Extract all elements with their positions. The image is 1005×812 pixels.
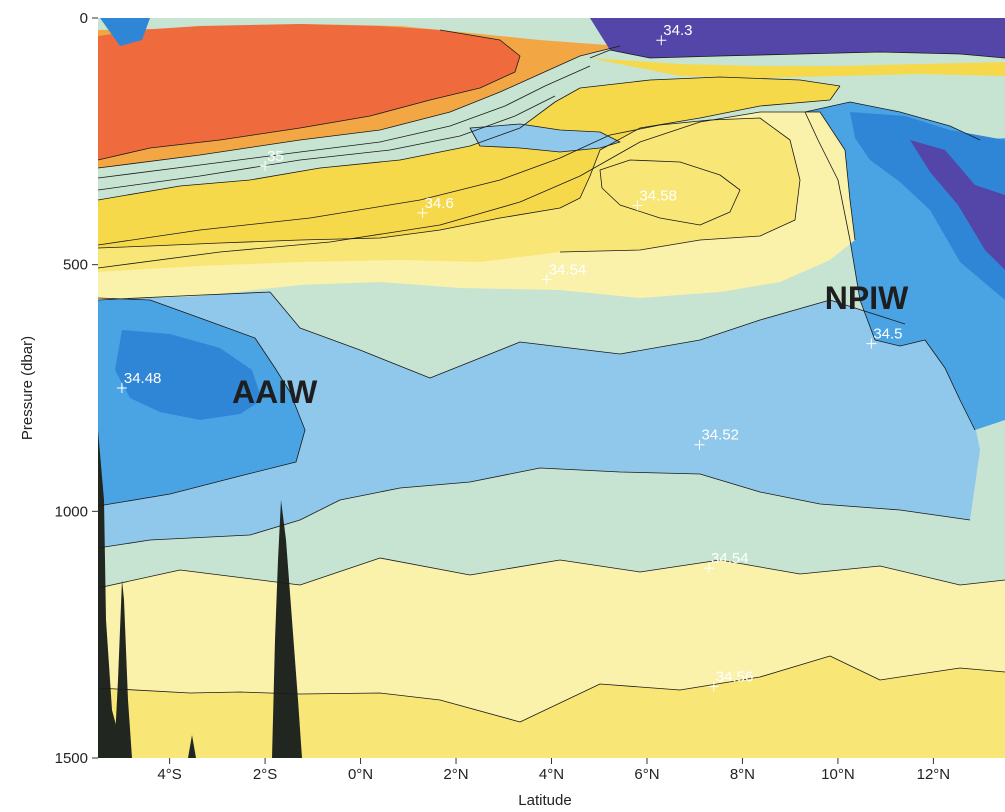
contour-line — [98, 45, 621, 169]
contour-line — [98, 291, 906, 379]
salinity-region-35 — [98, 24, 520, 160]
contour-label-marker — [417, 207, 428, 218]
x-tick-label: 2°S — [253, 766, 277, 783]
contour-label-marker — [260, 161, 271, 171]
salinity-region-34-52 — [98, 292, 980, 548]
contour-label-marker — [632, 200, 643, 211]
water-mass-annotations: AAIW NPIW — [232, 280, 909, 410]
contour-line — [589, 49, 1005, 59]
contour-line — [98, 117, 801, 253]
seamount-shape — [114, 580, 132, 758]
contour-value-label: 34.56 — [716, 668, 754, 685]
contour-line — [98, 65, 591, 179]
salinity-region-34-52 — [470, 124, 620, 152]
contour-line — [98, 76, 841, 201]
contour-label-marker — [116, 383, 127, 393]
salinity-region-34-6 — [98, 77, 840, 248]
contour-value-label: 34.52 — [701, 427, 739, 444]
contour-value-label: 34.54 — [711, 550, 749, 567]
salinity-region-34-48 — [115, 330, 262, 420]
x-tick-label: 0°N — [348, 766, 373, 783]
contour-value-label: 34.5 — [873, 326, 902, 343]
contour-line — [98, 655, 1005, 723]
y-tick-label: 0 — [80, 10, 88, 27]
y-axis: Pressure (dbar) 0 500 1000 1500 — [19, 10, 98, 767]
salinity-region-34-6 — [590, 58, 1005, 78]
contour-value-label: 35 — [267, 148, 284, 165]
contour-value-label: 34.58 — [639, 187, 677, 204]
x-tick-label: 4°S — [157, 766, 181, 783]
contour-line — [98, 467, 971, 549]
x-tick-label: 8°N — [730, 766, 755, 783]
y-tick-label: 500 — [63, 257, 88, 274]
contour-value-label: 34.3 — [663, 22, 692, 39]
contour-value-labels: 34.3 35 34.6 34.58 34.54 34.5 34.48 34.52 34.54 3… — [116, 22, 903, 692]
salinity-region-34-3 — [910, 140, 1005, 270]
seamount-shape — [98, 430, 120, 758]
x-tick-label: 6°N — [634, 766, 659, 783]
contour-label-marker — [656, 35, 667, 46]
contour-label-marker — [708, 681, 719, 692]
contour-line — [98, 29, 521, 161]
contour-line — [804, 111, 976, 431]
contour-line — [98, 95, 556, 191]
x-tick-label: 12°N — [917, 766, 951, 783]
y-tick-label: 1000 — [55, 503, 88, 520]
contour-line — [804, 101, 981, 141]
water-mass-label-npiw: NPIW — [825, 280, 909, 316]
salinity-fields — [98, 18, 1005, 758]
contour-line — [98, 297, 306, 507]
contour-label-marker — [541, 274, 552, 285]
salinity-region-34-48 — [100, 18, 150, 46]
x-axis-label: Latitude — [518, 792, 571, 809]
contour-label-marker — [704, 563, 715, 574]
water-mass-label-aaiw: AAIW — [232, 374, 318, 410]
y-axis-label: Pressure (dbar) — [19, 336, 36, 440]
contour-line — [98, 111, 856, 269]
contour-line — [98, 557, 1005, 589]
y-tick-label: 1500 — [55, 750, 88, 767]
salinity-region-34-48 — [850, 112, 1005, 300]
contour-line — [469, 123, 621, 153]
seamount-shape — [188, 735, 196, 758]
x-tick-label: 2°N — [443, 766, 468, 783]
plot-area — [98, 18, 1005, 758]
x-tick-label: 4°N — [539, 766, 564, 783]
x-tick-label: 10°N — [821, 766, 855, 783]
isohaline-contours — [98, 29, 1005, 723]
contour-value-label: 34.54 — [549, 261, 587, 278]
contour-line — [98, 85, 841, 249]
contour-value-label: 34.6 — [425, 195, 454, 212]
salinity-region-34-58 — [98, 656, 1005, 758]
x-axis: Latitude 4°S 2°S 0°N 2°N 4°N 6°N 8°N 10°N 12°N — [157, 758, 950, 809]
contour-line — [599, 159, 741, 226]
salinity-region-34-3 — [590, 18, 1005, 58]
contour-label-marker — [866, 338, 877, 349]
contour-label-marker — [694, 439, 705, 450]
contour-value-label: 34.48 — [124, 370, 162, 387]
